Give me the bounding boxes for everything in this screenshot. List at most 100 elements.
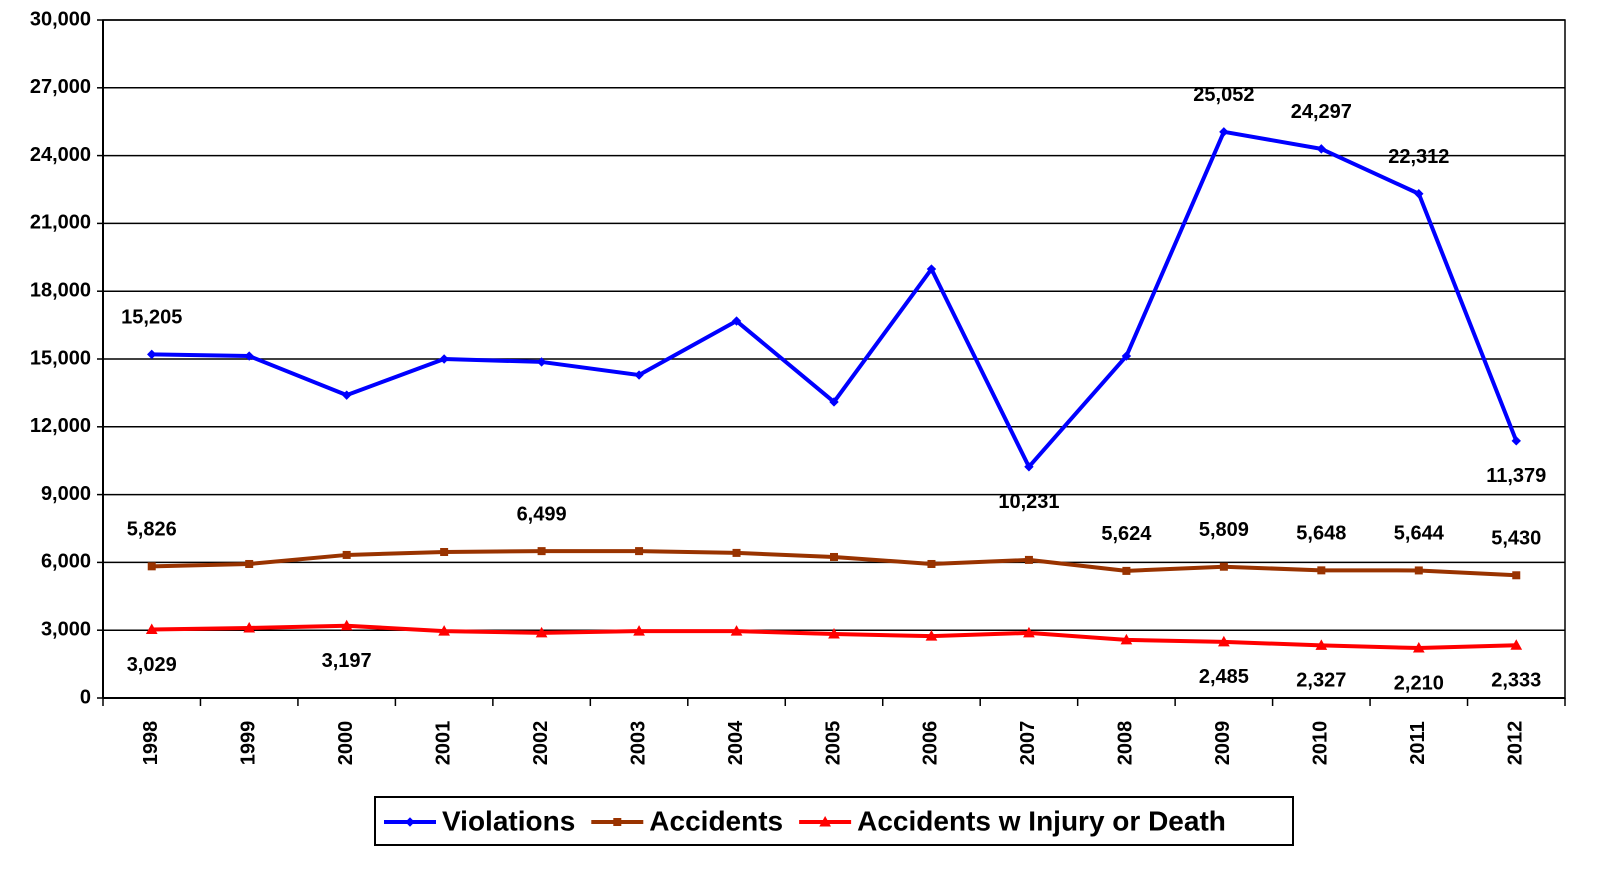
point xyxy=(1414,566,1423,575)
point xyxy=(1219,127,1229,137)
series xyxy=(145,619,1523,653)
data-label: 2,327 xyxy=(1296,670,1346,692)
data-label: 3,197 xyxy=(322,650,372,672)
y-tick-label: 3,000 xyxy=(41,618,91,640)
point xyxy=(536,357,547,367)
point xyxy=(405,817,415,827)
point xyxy=(440,548,449,557)
point xyxy=(537,547,546,556)
legend-label: Violations xyxy=(442,805,575,836)
point xyxy=(147,349,157,360)
x-tick-label: 2007 xyxy=(1017,721,1039,766)
data-label: 2,210 xyxy=(1394,672,1444,694)
point xyxy=(927,559,936,568)
series xyxy=(147,547,1521,580)
point xyxy=(732,548,741,557)
x-tick-label: 2002 xyxy=(530,721,552,766)
point xyxy=(633,625,645,636)
point xyxy=(244,351,254,361)
data-label: 2,485 xyxy=(1199,666,1249,688)
x-tick-label: 2000 xyxy=(335,721,357,766)
point xyxy=(1510,639,1523,650)
point xyxy=(245,559,254,568)
x-tick-label: 2003 xyxy=(627,721,649,766)
point xyxy=(1511,436,1521,446)
point xyxy=(1024,462,1034,472)
legend-label: Accidents w Injury or Death xyxy=(857,805,1226,836)
point xyxy=(1317,566,1326,575)
point xyxy=(1218,635,1230,647)
data-label: 11,379 xyxy=(1486,465,1546,487)
y-tick-label: 30,000 xyxy=(30,8,91,30)
data-label: 5,648 xyxy=(1296,523,1346,545)
x-tick-label: 2006 xyxy=(920,721,942,766)
data-label: 3,029 xyxy=(127,654,177,676)
data-label: 22,312 xyxy=(1388,146,1449,168)
point xyxy=(613,818,622,826)
x-tick-label: 2011 xyxy=(1407,721,1429,764)
point xyxy=(243,621,256,633)
data-label: 5,826 xyxy=(127,519,177,541)
point xyxy=(438,625,450,636)
data-label: 15,205 xyxy=(121,307,182,329)
x-tick-label: 2012 xyxy=(1505,721,1527,766)
point xyxy=(1120,633,1133,645)
point xyxy=(829,397,839,407)
data-label: 5,430 xyxy=(1491,528,1541,550)
data-label: 10,231 xyxy=(998,491,1059,513)
x-tick-label: 1999 xyxy=(237,721,259,766)
x-tick-label: 2001 xyxy=(432,721,454,766)
x-tick-label: 2008 xyxy=(1115,721,1137,766)
point xyxy=(1316,144,1327,154)
point xyxy=(439,354,449,364)
data-label: 5,809 xyxy=(1199,519,1249,541)
point xyxy=(340,619,353,631)
point xyxy=(925,630,938,641)
y-tick-label: 0 xyxy=(80,686,91,708)
point xyxy=(1219,562,1228,571)
point xyxy=(1512,571,1521,580)
point xyxy=(1121,351,1132,361)
point xyxy=(634,370,644,380)
data-label: 2,333 xyxy=(1491,670,1541,692)
y-tick-label: 15,000 xyxy=(30,347,91,369)
y-tick-label: 21,000 xyxy=(30,212,91,234)
y-tick-label: 9,000 xyxy=(41,483,91,505)
point xyxy=(830,552,838,561)
point xyxy=(342,550,351,559)
point xyxy=(145,623,158,635)
x-tick-label: 2005 xyxy=(822,721,844,766)
y-tick-label: 12,000 xyxy=(30,415,91,437)
data-label: 5,644 xyxy=(1394,523,1445,545)
point xyxy=(1024,555,1033,564)
x-tick-label: 1998 xyxy=(140,721,162,766)
data-label: 25,052 xyxy=(1193,84,1254,106)
data-label: 5,624 xyxy=(1101,523,1152,545)
data-label: 6,499 xyxy=(517,503,567,525)
point xyxy=(635,547,644,556)
point xyxy=(1412,642,1425,653)
point xyxy=(1023,626,1035,638)
point xyxy=(828,628,840,639)
legend-label: Accidents xyxy=(649,805,783,836)
point xyxy=(731,316,742,326)
point xyxy=(1122,566,1131,575)
point xyxy=(926,264,937,274)
point xyxy=(1315,639,1328,650)
data-label: 24,297 xyxy=(1291,101,1352,123)
series xyxy=(147,127,1521,472)
x-tick-label: 2004 xyxy=(725,720,747,765)
x-tick-label: 2010 xyxy=(1310,721,1332,766)
point xyxy=(819,815,831,827)
point xyxy=(147,562,156,571)
y-tick-label: 6,000 xyxy=(41,551,91,573)
legend: Violations Accidents Accidents w Injury or… xyxy=(374,796,1294,846)
point xyxy=(730,625,743,636)
y-tick-label: 24,000 xyxy=(30,144,91,166)
point xyxy=(341,390,352,400)
x-tick-label: 2009 xyxy=(1212,721,1234,766)
point xyxy=(1414,189,1424,199)
y-tick-label: 27,000 xyxy=(30,76,91,98)
point xyxy=(535,626,548,638)
